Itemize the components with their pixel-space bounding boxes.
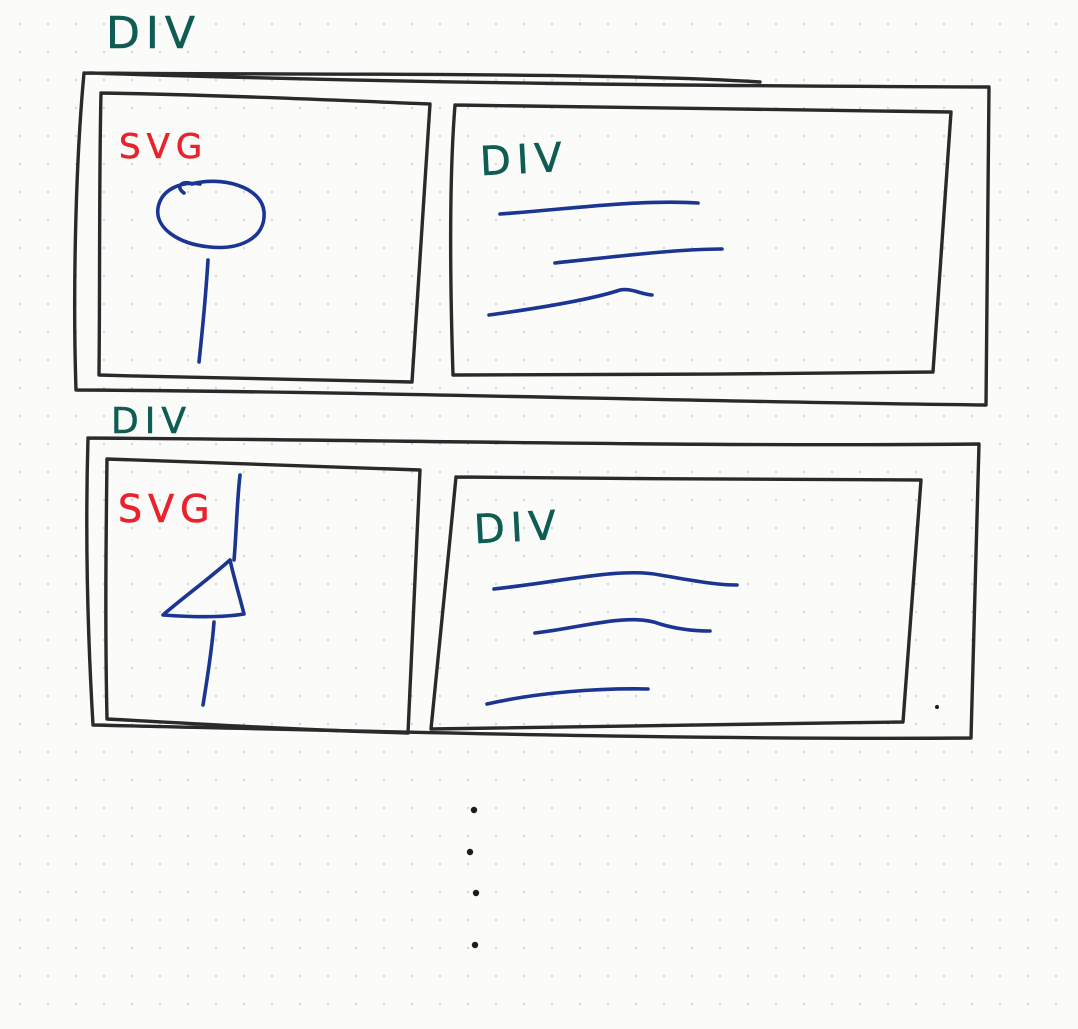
row2-div-label: DIV — [472, 502, 564, 554]
triangle-on-stick-icon — [161, 473, 246, 707]
text-lines — [485, 570, 739, 706]
row2-div-box — [429, 475, 923, 731]
row2-svg-label: SVG — [118, 487, 216, 531]
row1-svg-label: SVG — [119, 127, 209, 167]
outer-div-label-top: DIV — [106, 8, 201, 59]
outer-div-box-1 — [73, 71, 991, 407]
row1-svg-box — [97, 91, 432, 384]
outer-div-label-bottom: DIV — [111, 401, 192, 442]
vertical-ellipsis — [466, 806, 480, 949]
circle-on-stick-icon — [156, 179, 266, 364]
outer-div-box-2 — [85, 436, 981, 741]
row1-div-label: DIV — [478, 134, 570, 186]
row1-div-box — [448, 103, 953, 377]
row2-svg-box — [104, 457, 422, 735]
text-lines — [487, 200, 724, 317]
